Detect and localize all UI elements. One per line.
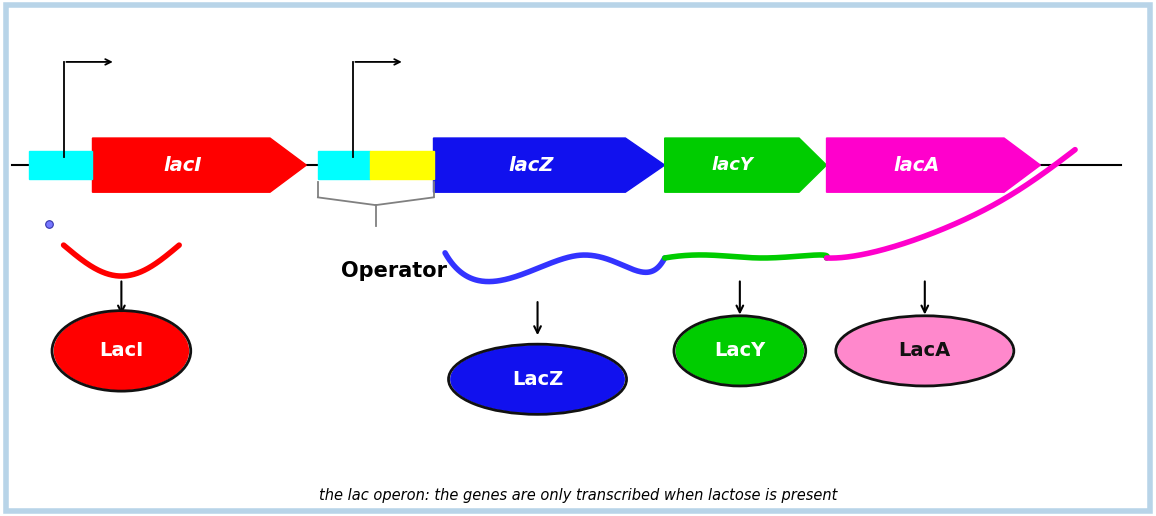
Text: the lac operon: the genes are only transcribed when lactose is present: the lac operon: the genes are only trans… [319,488,837,503]
Text: LacI: LacI [99,342,143,360]
Polygon shape [434,138,665,192]
Bar [318,151,370,179]
Polygon shape [827,138,1040,192]
Bar [370,151,434,179]
Text: lacY: lacY [712,156,754,174]
Ellipse shape [451,346,624,413]
Ellipse shape [676,317,803,384]
Text: Operator: Operator [341,261,447,281]
Ellipse shape [54,312,188,390]
Text: LacA: LacA [898,342,951,360]
Ellipse shape [838,317,1012,384]
Text: lacZ: lacZ [507,156,554,174]
Text: LacY: LacY [714,342,765,360]
Polygon shape [665,138,827,192]
Point [39,220,58,229]
Text: lacI: lacI [163,156,201,174]
Bar [29,151,92,179]
Text: lacA: lacA [894,156,940,174]
Text: LacZ: LacZ [512,370,563,389]
Polygon shape [92,138,306,192]
